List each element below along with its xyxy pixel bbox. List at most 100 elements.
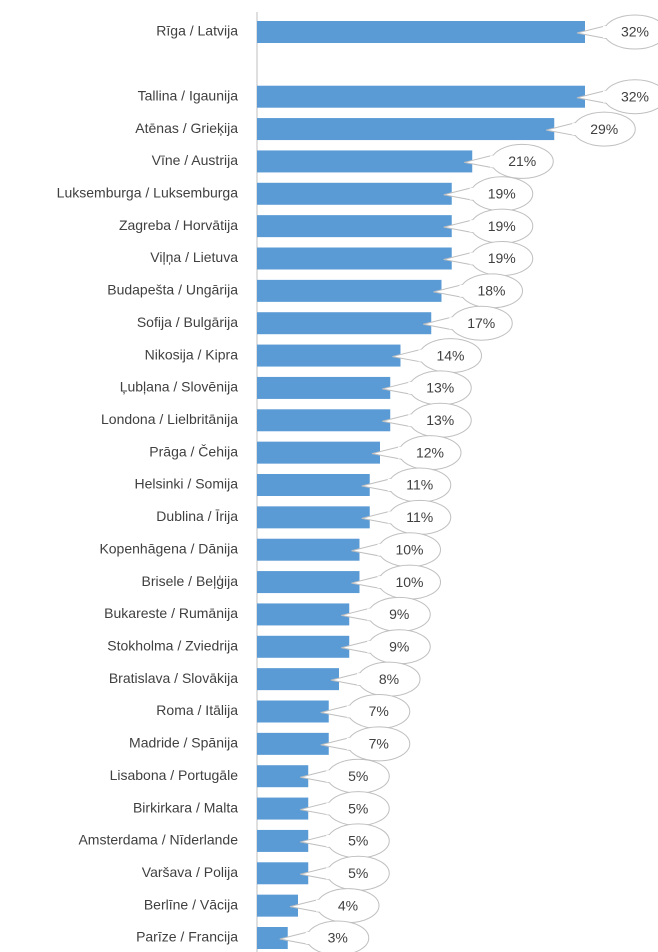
category-label: Varšava / Polija: [142, 864, 238, 880]
category-label: Londona / Lielbritānija: [101, 411, 238, 427]
bar: [257, 765, 309, 788]
value-label: 5%: [348, 833, 368, 849]
callout-join: [469, 220, 476, 233]
callout-join: [377, 576, 384, 589]
bar: [257, 376, 391, 399]
value-label: 5%: [348, 800, 368, 816]
value-label: 11%: [406, 477, 433, 493]
bar: [257, 409, 391, 432]
value-label: 4%: [338, 897, 358, 913]
callout-join: [449, 317, 456, 330]
callout-join: [398, 446, 404, 459]
value-label: 5%: [348, 768, 368, 784]
bar: [257, 150, 473, 173]
callout-join: [326, 867, 333, 880]
value-label: 10%: [395, 541, 423, 557]
callout-join: [346, 705, 353, 718]
callout-join: [377, 543, 384, 556]
callout-join: [459, 284, 466, 297]
category-label: Vīne / Austrija: [152, 152, 239, 168]
bar: [257, 215, 452, 238]
value-label: 10%: [395, 574, 423, 590]
category-label: Roma / Itālija: [156, 702, 238, 718]
callout-join: [408, 414, 415, 427]
category-label: Kopenhāgena / Dānija: [99, 540, 238, 556]
bar: [257, 862, 309, 885]
bar: [257, 894, 298, 917]
category-label: Tallina / Igaunija: [138, 87, 239, 103]
category-label: Amsterdama / Nīderlande: [78, 832, 238, 848]
value-label: 8%: [379, 671, 399, 687]
callout-join: [326, 802, 333, 815]
category-label: Madride / Spānija: [129, 735, 238, 751]
category-label: Prāga / Čehija: [149, 443, 238, 459]
category-label: Nikosija / Kipra: [145, 346, 239, 362]
callout-join: [326, 834, 333, 847]
category-label: Atēnas / Grieķija: [135, 120, 238, 136]
callout-join: [408, 381, 415, 394]
value-label: 9%: [389, 606, 409, 622]
value-label: 11%: [406, 509, 433, 525]
callout-join: [469, 187, 476, 200]
value-label: 18%: [477, 283, 505, 299]
category-label: Budapešta / Ungārija: [107, 282, 238, 298]
bar: [257, 927, 288, 949]
bar: [257, 700, 329, 723]
category-label: Dublina / Īrija: [156, 508, 238, 524]
callout-join: [418, 349, 425, 362]
bar: [257, 635, 350, 658]
category-label: Bukareste / Rumānija: [104, 605, 238, 621]
callout-join: [305, 932, 312, 944]
bar: [257, 344, 401, 367]
value-label: 7%: [369, 736, 389, 752]
category-label: Rīga / Latvija: [156, 23, 238, 39]
value-label: 12%: [416, 444, 444, 460]
callout-join: [387, 479, 394, 491]
category-label: Sofija / Bulgārija: [137, 314, 238, 330]
category-label: Birkirkara / Malta: [133, 799, 238, 815]
value-label: 17%: [467, 315, 495, 331]
value-label: 14%: [436, 347, 464, 363]
value-label: 32%: [621, 88, 649, 104]
bar: [257, 279, 442, 302]
value-label: 3%: [328, 930, 348, 946]
category-label: Berlīne / Vācija: [144, 896, 238, 912]
callout-join: [603, 26, 609, 38]
category-label: Stokholma / Zviedrija: [107, 637, 238, 653]
category-label: Viļņa / Lietuva: [150, 249, 238, 265]
callout-join: [316, 899, 322, 912]
value-label: 7%: [369, 703, 389, 719]
callout-join: [387, 511, 394, 524]
category-label: Ļubļana / Slovēnija: [120, 379, 239, 395]
value-label: 19%: [488, 218, 516, 234]
bar: [257, 247, 452, 270]
bar: [257, 474, 370, 496]
category-label: Parīze / Francija: [136, 929, 238, 945]
callout-join: [572, 123, 579, 136]
bar: [257, 441, 380, 464]
bar: [257, 829, 309, 852]
bar: [257, 797, 309, 820]
bar: [257, 118, 555, 141]
bar: [257, 603, 350, 626]
value-label: 29%: [590, 121, 618, 137]
callout-join: [326, 770, 333, 783]
bar: [257, 85, 585, 108]
value-label: 13%: [426, 380, 454, 396]
callout-join: [367, 608, 374, 621]
bar: [257, 571, 360, 594]
bar: [257, 538, 360, 561]
category-label: Lisabona / Portugāle: [110, 767, 239, 783]
value-label: 5%: [348, 865, 368, 881]
bar: [257, 312, 432, 335]
value-label: 13%: [426, 412, 454, 428]
callout-join: [367, 640, 374, 653]
category-label: Luksemburga / Luksemburga: [57, 184, 239, 200]
callout-join: [603, 90, 609, 103]
category-label: Bratislava / Slovākija: [109, 670, 238, 686]
callout-join: [346, 737, 353, 750]
callout-join: [469, 252, 476, 265]
category-label: Helsinki / Somija: [135, 476, 239, 492]
category-label: Brisele / Beļģija: [142, 573, 239, 589]
